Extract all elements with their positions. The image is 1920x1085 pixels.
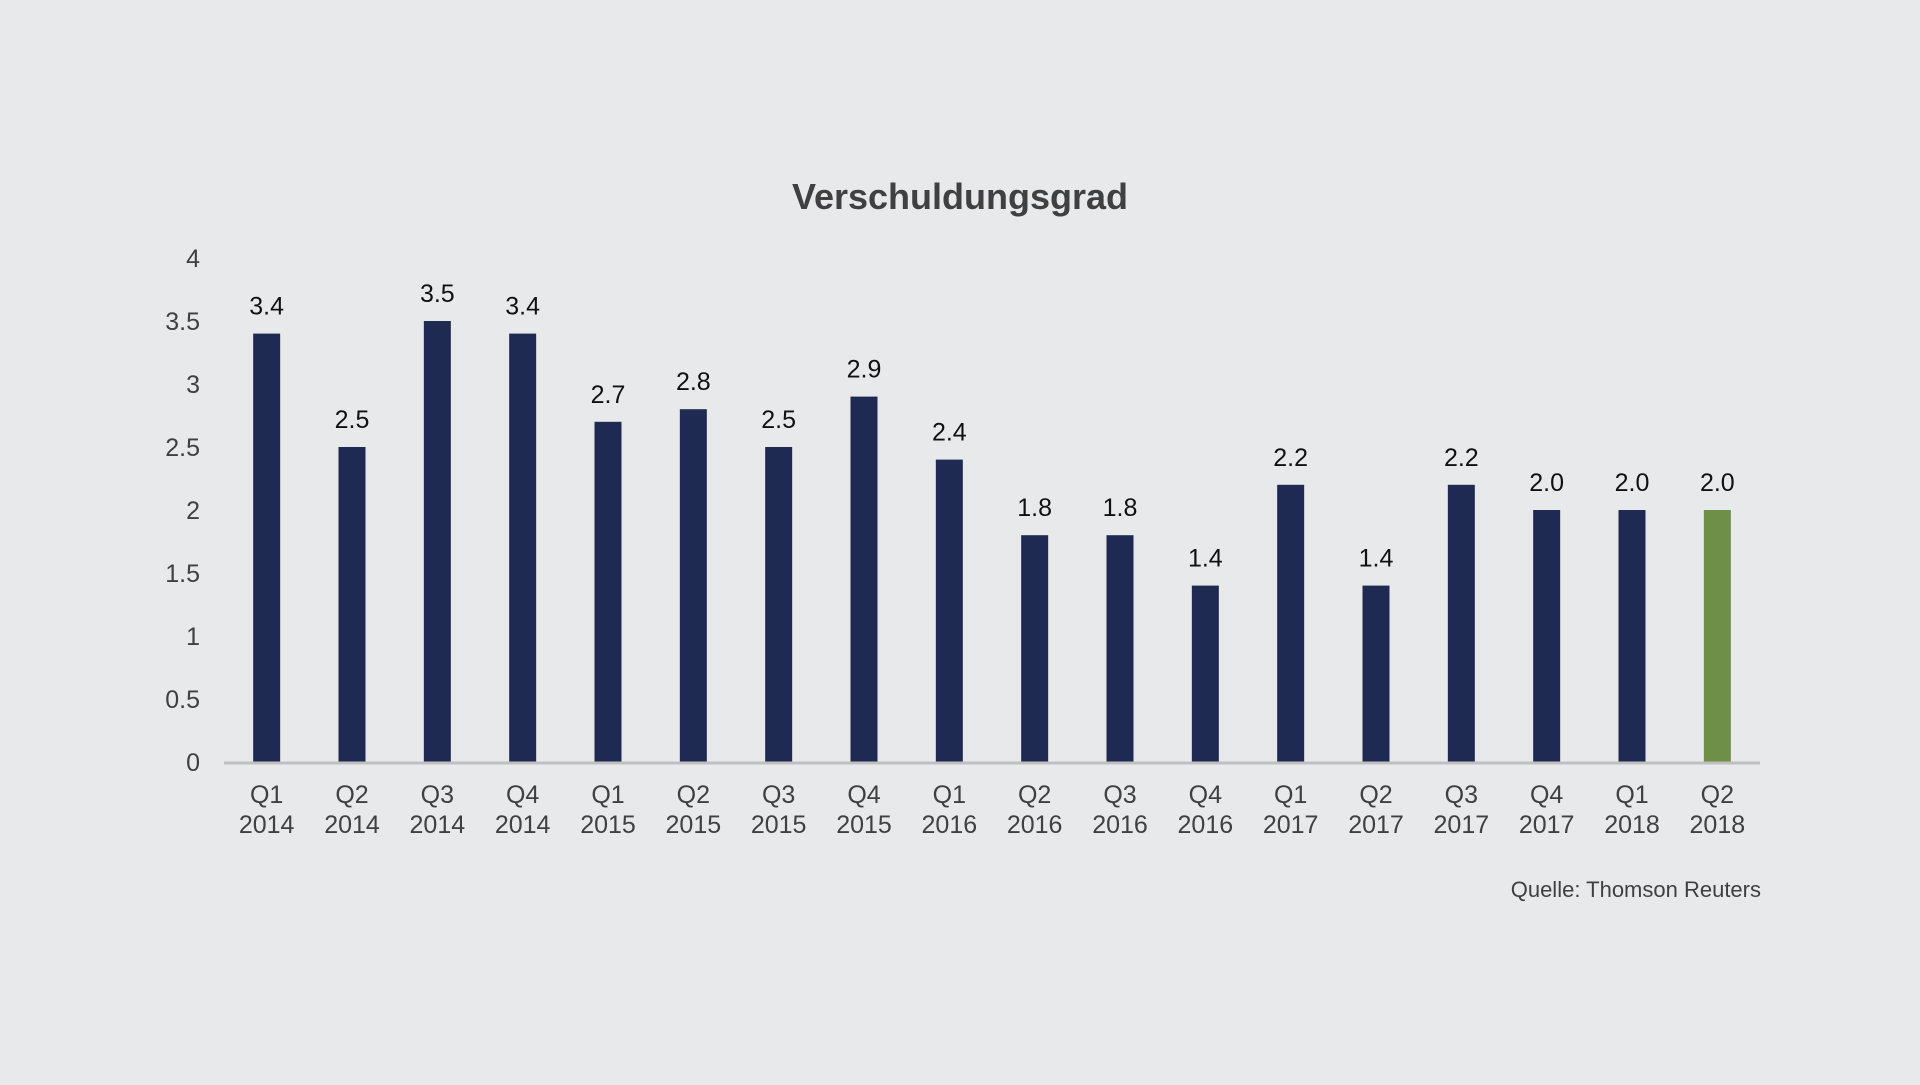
bar: [1703, 510, 1731, 762]
data-labels-group: 3.4 2.5 3.5 3.4 2.7 2.8 2.5 2.9 2.4 1.8 1.8 1.4 2.2 1…: [249, 280, 1734, 573]
x-tick-label: Q4: [1530, 781, 1563, 809]
y-tick-label: 1.5: [165, 560, 200, 588]
x-tick-label: 2015: [666, 811, 722, 839]
x-axis-tick-labels: Q12014Q22014Q32014Q42014Q12015Q22015Q320…: [239, 781, 1745, 839]
data-label: 2.4: [932, 419, 967, 447]
x-tick-label: 2017: [1434, 811, 1490, 839]
bar: [1447, 484, 1475, 762]
bar: [509, 333, 537, 762]
data-label: 1.8: [1103, 494, 1138, 522]
bar: [423, 321, 451, 762]
chart-title: Verschuldungsgrad: [792, 176, 1128, 217]
data-label: 2.0: [1700, 469, 1735, 497]
y-tick-label: 3.5: [165, 308, 200, 336]
bar: [1618, 510, 1646, 762]
bar: [1277, 484, 1305, 762]
x-tick-label: Q4: [506, 781, 539, 809]
data-label: 3.4: [249, 293, 284, 321]
bar: [1533, 510, 1561, 762]
bar: [1021, 535, 1049, 762]
y-tick-label: 4: [186, 245, 200, 273]
y-tick-label: 0: [186, 749, 200, 777]
y-axis-tick-labels: 0 0.5 1 1.5 2 2.5 3 3.5 4: [165, 245, 200, 777]
x-tick-label: Q4: [847, 781, 880, 809]
data-label: 2.0: [1529, 469, 1564, 497]
x-tick-label: 2017: [1348, 811, 1404, 839]
x-tick-label: Q1: [933, 781, 966, 809]
bar: [935, 459, 963, 762]
x-tick-label: Q1: [591, 781, 624, 809]
x-tick-label: Q3: [421, 781, 454, 809]
x-tick-label: 2016: [922, 811, 978, 839]
x-tick-label: Q1: [1615, 781, 1648, 809]
x-tick-label: Q2: [1701, 781, 1734, 809]
x-tick-label: 2014: [495, 811, 551, 839]
x-tick-label: 2015: [836, 811, 892, 839]
bar: [1362, 585, 1390, 762]
bar: [253, 333, 281, 762]
y-tick-label: 2.5: [165, 434, 200, 462]
y-tick-label: 1: [186, 623, 200, 651]
bar: [679, 409, 707, 762]
x-tick-label: Q2: [1359, 781, 1392, 809]
data-label: 2.9: [847, 356, 882, 384]
data-label: 1.4: [1188, 545, 1223, 573]
x-tick-label: Q3: [1445, 781, 1478, 809]
bar: [1106, 535, 1134, 762]
x-tick-label: Q3: [762, 781, 795, 809]
y-tick-label: 0.5: [165, 686, 200, 714]
data-label: 2.0: [1615, 469, 1650, 497]
bar: [1191, 585, 1219, 762]
bars-group: [253, 321, 1731, 762]
data-label: 2.2: [1273, 444, 1308, 472]
bar: [338, 447, 366, 762]
data-label: 2.2: [1444, 444, 1479, 472]
x-tick-label: Q2: [335, 781, 368, 809]
x-tick-label: Q2: [1018, 781, 1051, 809]
data-label: 3.5: [420, 280, 455, 308]
x-tick-label: 2016: [1092, 811, 1148, 839]
x-tick-label: 2014: [324, 811, 380, 839]
x-tick-label: 2016: [1178, 811, 1234, 839]
x-tick-label: 2015: [580, 811, 636, 839]
x-tick-label: Q3: [1103, 781, 1136, 809]
x-tick-label: Q1: [250, 781, 283, 809]
data-label: 2.7: [591, 381, 626, 409]
data-label: 2.8: [676, 368, 711, 396]
x-tick-label: Q4: [1189, 781, 1222, 809]
bar: [850, 396, 878, 762]
x-tick-label: 2017: [1263, 811, 1319, 839]
data-label: 3.4: [505, 293, 540, 321]
data-label: 1.4: [1359, 545, 1394, 573]
x-tick-label: Q1: [1274, 781, 1307, 809]
x-tick-label: 2018: [1690, 811, 1746, 839]
x-tick-label: 2016: [1007, 811, 1063, 839]
x-tick-label: 2018: [1604, 811, 1660, 839]
data-label: 2.5: [335, 406, 370, 434]
x-tick-label: 2015: [751, 811, 807, 839]
x-tick-label: 2014: [239, 811, 295, 839]
y-tick-label: 2: [186, 497, 200, 525]
y-tick-label: 3: [186, 371, 200, 399]
x-tick-label: 2014: [410, 811, 466, 839]
bar: [765, 447, 793, 762]
source-note: Quelle: Thomson Reuters: [1511, 877, 1761, 902]
x-tick-label: 2017: [1519, 811, 1575, 839]
data-label: 1.8: [1017, 494, 1052, 522]
data-label: 2.5: [761, 406, 796, 434]
x-tick-label: Q2: [677, 781, 710, 809]
bar: [594, 421, 622, 762]
